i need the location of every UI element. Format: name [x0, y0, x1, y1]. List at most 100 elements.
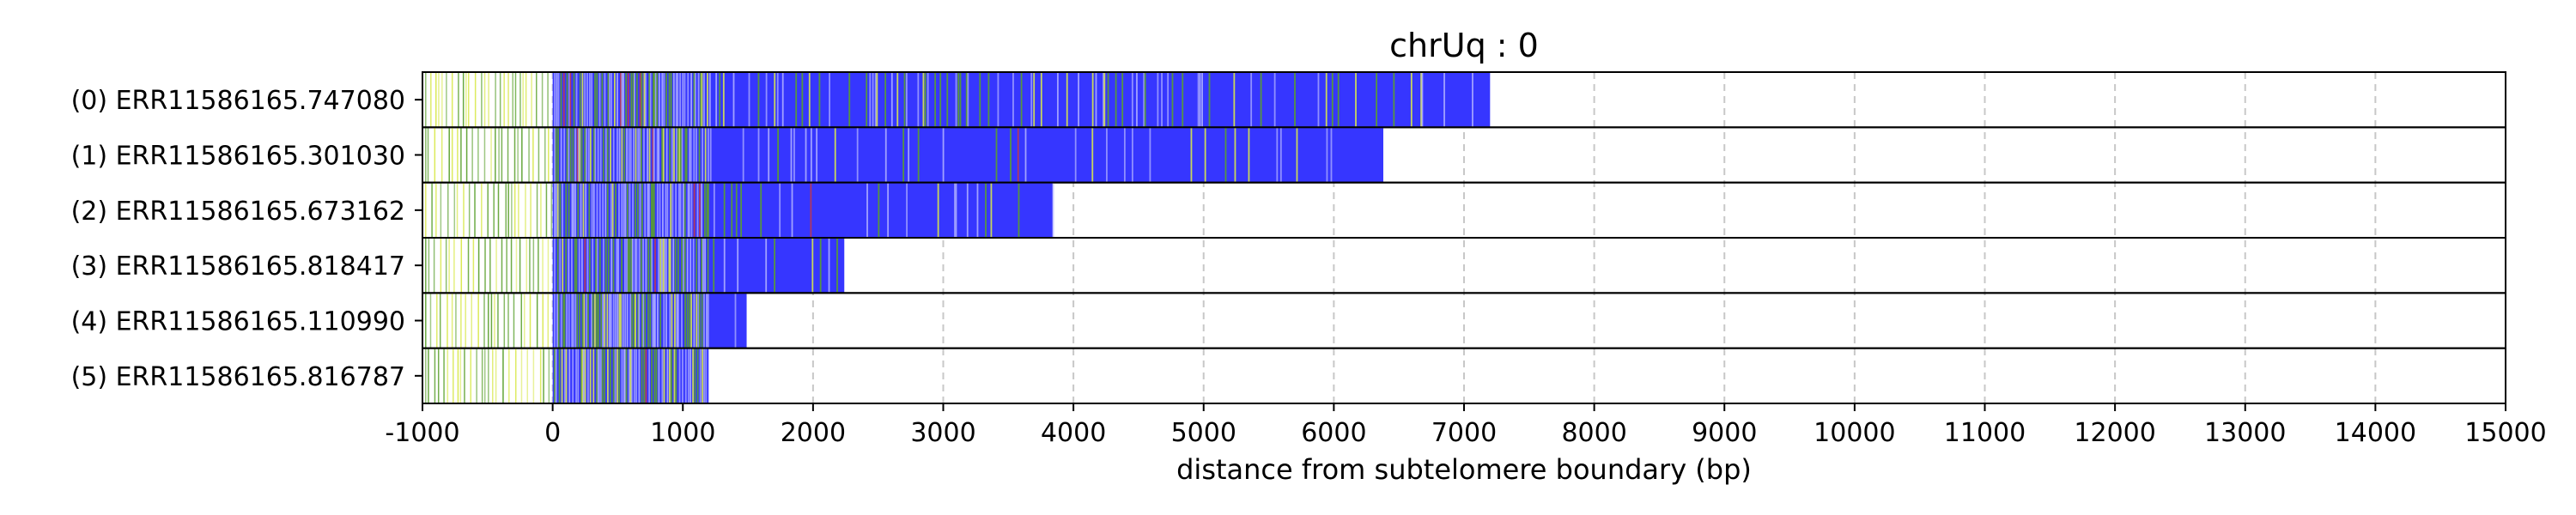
read-segment — [470, 348, 471, 403]
read-segment — [581, 72, 584, 128]
read-segment — [696, 238, 698, 294]
read-segment — [890, 72, 893, 128]
read-segment — [638, 238, 641, 294]
read-segment — [613, 72, 616, 128]
read-segment — [810, 182, 812, 238]
read-segment — [677, 72, 679, 128]
read-segment — [571, 238, 573, 294]
read-segment — [621, 238, 623, 294]
read-segment — [495, 348, 497, 403]
read-segment — [696, 127, 697, 183]
read-row: (4) ERR11586165.110990 — [71, 292, 2506, 349]
read-segment — [683, 72, 686, 128]
read-segment — [703, 72, 705, 128]
read-segment — [517, 127, 519, 183]
read-segment — [604, 293, 606, 348]
read-segment — [458, 72, 459, 128]
read-segment — [697, 293, 700, 348]
read-segment — [708, 182, 709, 238]
read-segment — [583, 293, 586, 348]
read-segment — [884, 72, 887, 128]
read-segment — [587, 293, 589, 348]
read-segment — [471, 293, 472, 348]
read-segment — [536, 293, 538, 348]
read-segment — [641, 182, 643, 238]
x-tick-label: 0 — [544, 418, 561, 448]
read-row: (2) ERR11586165.673162 — [71, 181, 2506, 239]
read-segment — [675, 348, 677, 403]
read-segment — [1136, 72, 1138, 128]
read-segment — [701, 72, 703, 128]
read-segment — [801, 72, 804, 128]
read-segment — [614, 348, 617, 403]
read-segment — [693, 72, 696, 128]
read-segment — [683, 238, 684, 294]
read-segment — [472, 238, 475, 294]
read-segment — [547, 293, 550, 348]
read-segment — [621, 182, 623, 238]
read-segment — [687, 72, 690, 128]
read-segment — [453, 182, 456, 238]
read-segment — [611, 238, 613, 294]
read-segment — [559, 182, 562, 238]
read-segment — [556, 182, 559, 238]
read-segment — [681, 127, 683, 183]
read-label: (1) ERR11586165.301030 — [71, 142, 405, 172]
read-segment — [677, 238, 679, 294]
read-segment — [856, 127, 859, 183]
read-segment — [554, 127, 556, 183]
read-segment — [581, 348, 584, 403]
read-segment — [597, 348, 599, 403]
read-segment — [650, 182, 653, 238]
read-segment — [467, 72, 470, 128]
read-segment — [687, 182, 690, 238]
read-segment — [671, 348, 672, 403]
read-segment — [627, 72, 629, 128]
read-segment — [1107, 72, 1109, 128]
read-segment — [465, 293, 466, 348]
read-segment — [541, 72, 544, 128]
read-segment — [612, 127, 615, 183]
read-segment — [1182, 72, 1184, 128]
read-segment — [644, 182, 647, 238]
read-segment — [816, 127, 818, 183]
read-segment — [681, 238, 683, 294]
read-segment — [649, 238, 652, 294]
x-tick-label: 3000 — [910, 418, 975, 448]
read-segment — [985, 182, 987, 238]
x-tick-label: 14000 — [2335, 418, 2416, 448]
read-segment — [633, 72, 635, 128]
read-segment — [1201, 72, 1204, 128]
read-segment — [451, 293, 453, 348]
read-segment — [434, 348, 436, 403]
read-segment — [572, 293, 574, 348]
read-segment — [1030, 72, 1033, 128]
read-segment — [487, 293, 489, 348]
read-segment — [521, 127, 523, 183]
read-segment — [440, 182, 442, 238]
read-segment — [676, 127, 678, 183]
read-segment — [592, 293, 594, 348]
read-segment — [425, 238, 427, 294]
read-segment — [556, 72, 558, 128]
read-segment — [464, 348, 465, 403]
read-segment — [602, 127, 605, 183]
read-segment — [887, 182, 890, 238]
read-segment — [828, 238, 830, 294]
read-segment — [617, 238, 619, 294]
read-segment — [651, 348, 653, 403]
read-segment — [465, 72, 467, 128]
read-segment — [547, 72, 549, 128]
read-segment — [1234, 127, 1236, 183]
read-segment — [554, 238, 556, 294]
read-segment — [663, 293, 665, 348]
read-segment — [1040, 72, 1042, 128]
read-segment — [600, 348, 602, 403]
read-segment — [616, 238, 618, 294]
read-segment — [507, 127, 509, 183]
read-segment — [917, 127, 920, 183]
read-segment — [658, 127, 660, 183]
read-segment — [704, 238, 706, 294]
read-segment — [878, 182, 880, 238]
read-segment — [696, 348, 699, 403]
